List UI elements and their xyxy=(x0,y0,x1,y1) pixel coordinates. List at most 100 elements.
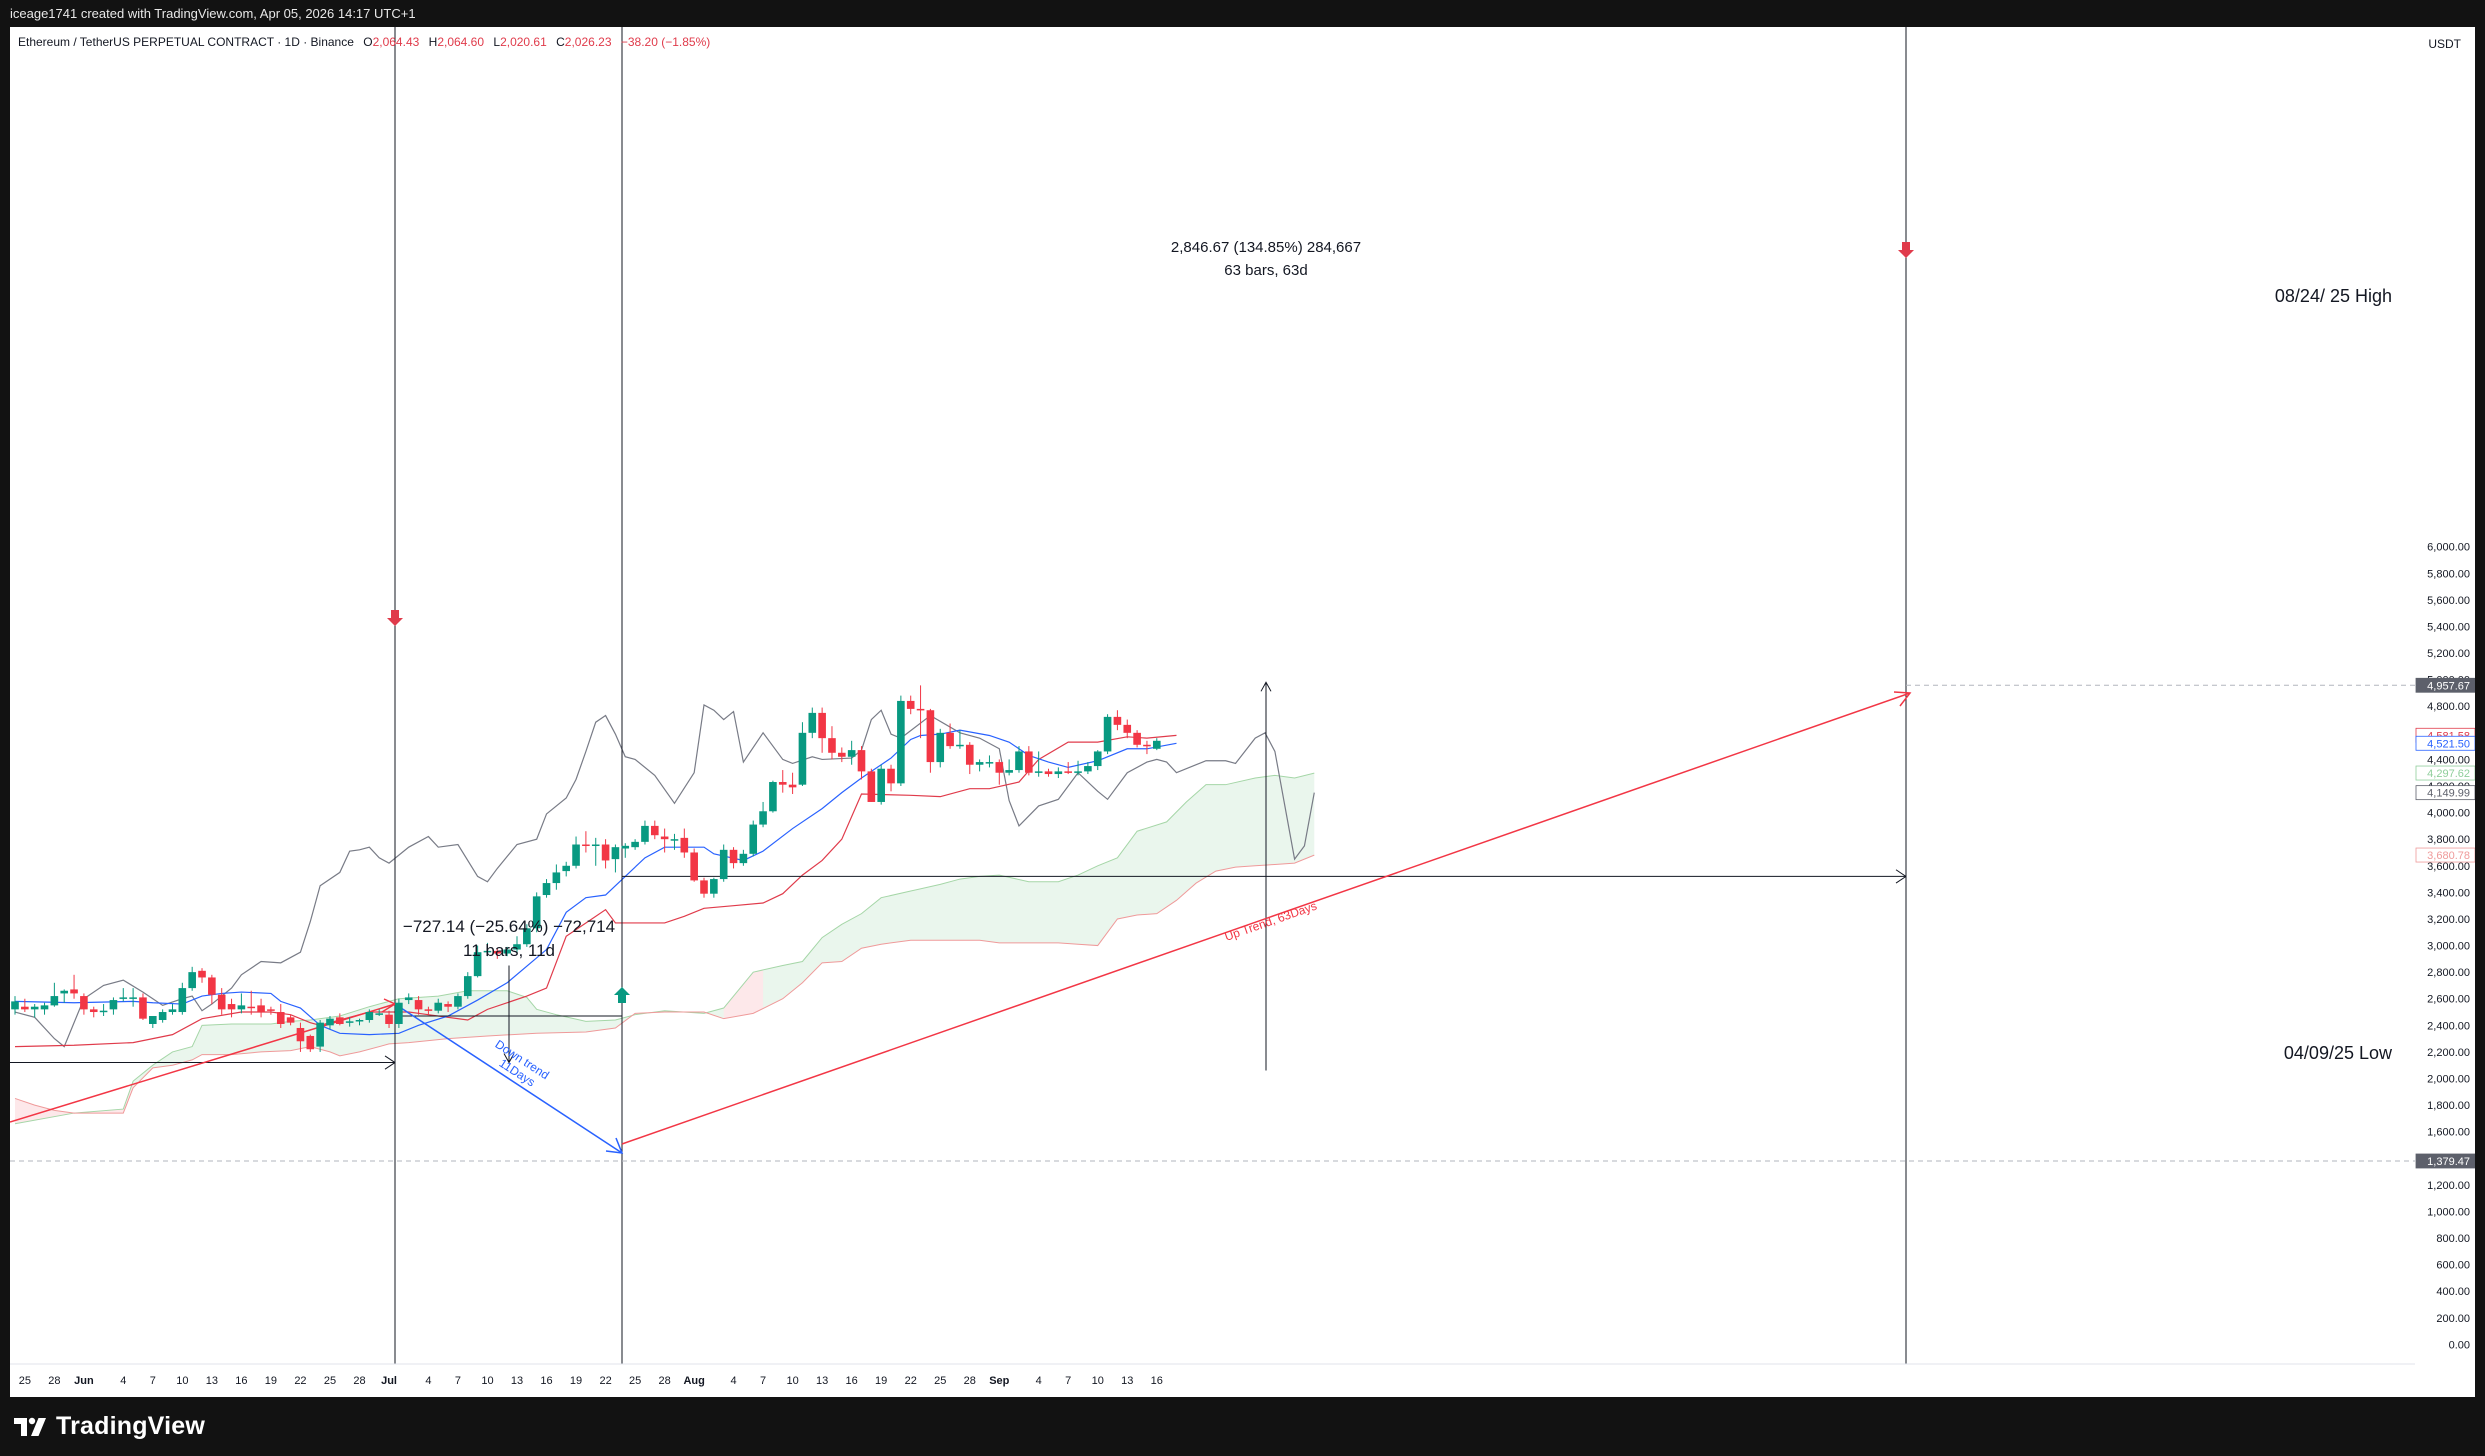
candle[interactable] xyxy=(838,747,846,763)
candle[interactable] xyxy=(631,839,639,850)
candle[interactable] xyxy=(385,1010,393,1028)
candle[interactable] xyxy=(129,988,137,1007)
candle[interactable] xyxy=(1152,738,1161,751)
symbol-name[interactable]: Ethereum / TetherUS PERPETUAL CONTRACT ·… xyxy=(18,35,354,49)
currency-label[interactable]: USDT xyxy=(2428,37,2461,51)
tradingview-logo[interactable]: TradingView xyxy=(14,1412,205,1441)
candle[interactable] xyxy=(21,998,29,1013)
candle[interactable] xyxy=(473,945,482,978)
candle[interactable] xyxy=(11,996,19,1015)
candle[interactable] xyxy=(345,1017,354,1027)
sell-signal-arrow-icon[interactable] xyxy=(387,610,403,626)
candle[interactable] xyxy=(424,1006,433,1015)
candle[interactable] xyxy=(1074,760,1082,776)
candle[interactable] xyxy=(857,746,866,780)
candle[interactable] xyxy=(139,993,147,1021)
candle[interactable] xyxy=(119,988,128,1002)
candle[interactable] xyxy=(956,730,964,749)
candle[interactable] xyxy=(109,997,118,1015)
candle[interactable] xyxy=(149,1016,157,1028)
candle[interactable] xyxy=(877,764,885,805)
candle[interactable] xyxy=(1015,746,1023,773)
candle[interactable] xyxy=(749,820,758,857)
candle[interactable] xyxy=(946,723,954,749)
price-tag[interactable]: 4,957.67 xyxy=(2415,677,2475,693)
candle[interactable] xyxy=(306,1034,315,1052)
candle[interactable] xyxy=(700,877,708,898)
candle[interactable] xyxy=(926,708,935,773)
candle[interactable] xyxy=(50,982,59,1007)
price-tag[interactable]: 3,680.78 xyxy=(2415,847,2475,863)
candle[interactable] xyxy=(818,707,826,753)
price-tag[interactable]: 4,149.99 xyxy=(2415,785,2475,801)
candle[interactable] xyxy=(296,1022,305,1052)
price-axis[interactable]: 6,000.00 5,800.00 5,600.00 5,400.00 5,200.00… xyxy=(2415,27,2475,1397)
candle[interactable] xyxy=(1123,719,1132,739)
candle[interactable] xyxy=(188,966,196,991)
candle[interactable] xyxy=(365,1009,374,1023)
candle[interactable] xyxy=(80,993,88,1015)
candle[interactable] xyxy=(1064,762,1073,775)
candle[interactable] xyxy=(208,974,216,1005)
chart-panel[interactable]: 2,846.67 (134.85%) 284,667 63 bars, 63d −7… xyxy=(10,27,2475,1397)
candle[interactable] xyxy=(178,982,187,1015)
candle[interactable] xyxy=(30,1004,39,1018)
candle[interactable] xyxy=(1133,730,1141,748)
candle[interactable] xyxy=(168,1004,177,1015)
candle[interactable] xyxy=(828,726,836,760)
candle[interactable] xyxy=(1005,759,1013,776)
candle[interactable] xyxy=(414,996,423,1015)
candle[interactable] xyxy=(739,849,748,866)
time-axis[interactable]: 25 28 Jun 4 7 10 13 16 19 22 25 28 Jul 4 7 10 13 16 19 22 25… xyxy=(10,1363,2415,1387)
price-tag[interactable]: 4,297.62 xyxy=(2415,765,2475,781)
candle[interactable] xyxy=(641,820,649,845)
candle[interactable] xyxy=(434,998,443,1014)
candle[interactable] xyxy=(1054,767,1063,779)
candle[interactable] xyxy=(965,742,974,775)
candle[interactable] xyxy=(267,1006,275,1015)
candle[interactable] xyxy=(601,839,610,869)
candle[interactable] xyxy=(404,993,413,1005)
candle[interactable] xyxy=(572,836,580,869)
candle[interactable] xyxy=(719,844,728,882)
price-tag[interactable]: 4,521.50 xyxy=(2415,735,2475,751)
candle[interactable] xyxy=(670,833,679,850)
candle[interactable] xyxy=(463,972,472,999)
candle[interactable] xyxy=(355,1018,364,1026)
candle[interactable] xyxy=(1143,740,1151,755)
candle[interactable] xyxy=(326,1016,334,1030)
candle[interactable] xyxy=(867,768,876,802)
candle[interactable] xyxy=(89,1006,98,1018)
candle[interactable] xyxy=(158,1009,167,1023)
candle[interactable] xyxy=(690,848,698,882)
downtrend-line[interactable] xyxy=(394,1003,623,1154)
candle[interactable] xyxy=(375,1009,383,1017)
candle[interactable] xyxy=(936,728,945,768)
candle[interactable] xyxy=(1113,710,1122,731)
candle[interactable] xyxy=(582,831,590,853)
candle[interactable] xyxy=(198,968,206,983)
candle[interactable] xyxy=(778,770,787,793)
candle[interactable] xyxy=(493,948,502,959)
candle[interactable] xyxy=(788,772,797,794)
candle[interactable] xyxy=(60,989,69,1003)
candle[interactable] xyxy=(276,1004,285,1028)
candle[interactable] xyxy=(680,828,689,858)
candle[interactable] xyxy=(650,820,659,840)
candle[interactable] xyxy=(759,801,767,828)
candle[interactable] xyxy=(217,988,226,1015)
candle[interactable] xyxy=(70,974,78,999)
candle[interactable] xyxy=(591,837,600,866)
candle[interactable] xyxy=(286,1014,295,1026)
candle[interactable] xyxy=(247,990,256,1015)
candle[interactable] xyxy=(897,695,905,787)
candle[interactable] xyxy=(808,707,817,739)
price-chart[interactable]: 2,846.67 (134.85%) 284,667 63 bars, 63d −7… xyxy=(10,27,2475,1397)
candle[interactable] xyxy=(1034,751,1043,777)
candle[interactable] xyxy=(552,864,561,890)
candle[interactable] xyxy=(40,1002,49,1015)
candle[interactable] xyxy=(611,844,620,873)
candle[interactable] xyxy=(710,877,718,898)
candlesticks[interactable] xyxy=(11,685,1161,1052)
candle[interactable] xyxy=(483,942,492,957)
